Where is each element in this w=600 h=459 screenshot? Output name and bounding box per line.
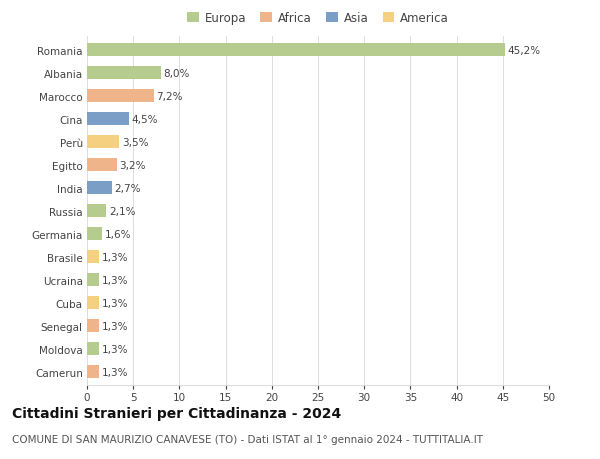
Bar xyxy=(87,228,102,241)
Bar xyxy=(87,159,116,172)
Text: 3,5%: 3,5% xyxy=(122,137,149,147)
Text: 1,3%: 1,3% xyxy=(102,298,128,308)
Text: 8,0%: 8,0% xyxy=(164,68,190,78)
Text: 2,7%: 2,7% xyxy=(115,183,141,193)
Bar xyxy=(87,44,505,57)
Bar xyxy=(87,205,106,218)
Text: 4,5%: 4,5% xyxy=(131,114,158,124)
Text: 7,2%: 7,2% xyxy=(156,91,183,101)
Text: 1,3%: 1,3% xyxy=(102,252,128,262)
Text: COMUNE DI SAN MAURIZIO CANAVESE (TO) - Dati ISTAT al 1° gennaio 2024 - TUTTITALI: COMUNE DI SAN MAURIZIO CANAVESE (TO) - D… xyxy=(12,434,483,444)
Bar xyxy=(87,136,119,149)
Text: 3,2%: 3,2% xyxy=(119,160,146,170)
Text: 45,2%: 45,2% xyxy=(508,45,541,56)
Text: 1,6%: 1,6% xyxy=(104,229,131,239)
Bar xyxy=(87,67,161,80)
Bar xyxy=(87,251,99,263)
Bar xyxy=(87,113,128,126)
Bar xyxy=(87,297,99,309)
Text: 1,3%: 1,3% xyxy=(102,321,128,331)
Bar xyxy=(87,342,99,355)
Text: 1,3%: 1,3% xyxy=(102,367,128,377)
Bar xyxy=(87,182,112,195)
Text: 1,3%: 1,3% xyxy=(102,275,128,285)
Bar xyxy=(87,365,99,378)
Bar xyxy=(87,90,154,103)
Bar xyxy=(87,274,99,286)
Legend: Europa, Africa, Asia, America: Europa, Africa, Asia, America xyxy=(185,10,451,28)
Text: 1,3%: 1,3% xyxy=(102,344,128,354)
Text: Cittadini Stranieri per Cittadinanza - 2024: Cittadini Stranieri per Cittadinanza - 2… xyxy=(12,406,341,420)
Bar xyxy=(87,319,99,332)
Text: 2,1%: 2,1% xyxy=(109,206,136,216)
